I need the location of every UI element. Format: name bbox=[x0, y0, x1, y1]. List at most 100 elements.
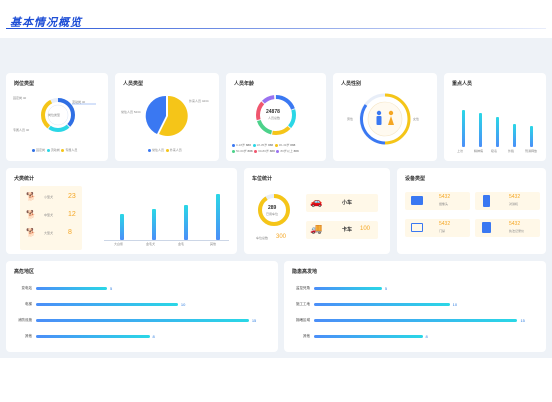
legend-dot bbox=[32, 148, 35, 152]
chart-tick-label: 金毛犬 bbox=[146, 242, 156, 246]
pie-label-1: 外来人员 4234 bbox=[189, 99, 209, 103]
staff-type-card: 人员类型 常住人员 5234 外来人员 4234 常住人员 外来人员 bbox=[115, 73, 219, 161]
staff-gender-card: 人员性别 男性 女性 bbox=[333, 73, 437, 161]
card-title: 隐患高发地 bbox=[292, 269, 318, 275]
chart-bar bbox=[314, 319, 518, 322]
chart-bar bbox=[314, 335, 423, 338]
dog-breed-chart: 大白熊 金毛犬 金毛 其他 bbox=[96, 182, 231, 252]
legend-dot bbox=[46, 148, 50, 152]
page-header: 基本情况概览 bbox=[6, 0, 546, 30]
high-risk-bar-chart: 变电站 5 电梯 10 消防设施 15 其他 8 bbox=[6, 261, 278, 352]
pie-label-0: 常住人员 5234 bbox=[121, 110, 141, 114]
chart-tick-label: 消防设施 bbox=[18, 318, 32, 322]
chart-data-label: 10 bbox=[180, 302, 186, 307]
chart-tick-label: 变电站 bbox=[21, 286, 33, 290]
parking-total-label: 车位总数 bbox=[256, 236, 269, 240]
chart-tick-label: 大白熊 bbox=[114, 242, 124, 246]
post-legend: 固定岗 流动岗 专属人员 bbox=[32, 148, 77, 152]
staff-age-ring bbox=[256, 95, 296, 135]
chart-bar bbox=[152, 208, 156, 240]
post-type-donut bbox=[41, 98, 96, 132]
gate-icon bbox=[411, 223, 423, 232]
chart-bar bbox=[314, 303, 450, 306]
chart-tick-label: 其他 bbox=[25, 334, 32, 338]
chart-data-label: 5 bbox=[109, 286, 113, 291]
dog-stats-card: 犬类统计 🐕 小型犬 23 🐕 中型犬 12 🐕 大型犬 8 大白熊 金毛犬 金毛 其… bbox=[6, 168, 237, 254]
post-label-2: 专属人员 40 bbox=[13, 128, 30, 132]
pie-legend: 常住人员 外来人员 bbox=[148, 148, 182, 152]
dog-icon: 🐕 bbox=[26, 210, 36, 219]
title-underline bbox=[6, 28, 546, 29]
post-label-0: 固定岗 40 bbox=[13, 96, 27, 100]
chart-bar bbox=[36, 303, 178, 306]
chart-tick-label: 吸毒 bbox=[491, 149, 498, 153]
staff-age-card: 人员年龄 24878 人员总数 0-18岁 888 18-35岁 888 36-… bbox=[226, 73, 326, 161]
dog-row-medium: 🐕 中型犬 12 bbox=[26, 210, 76, 219]
chart-bar bbox=[513, 124, 516, 147]
card-title: 人员年龄 bbox=[234, 81, 255, 87]
post-type-card: 岗位类型 岗位类型 固定岗 40 流动岗 40 专属人员 40 固定岗 流动岗 … bbox=[6, 73, 108, 161]
chart-tick-label: 上访 bbox=[457, 149, 464, 153]
high-risk-area-card: 高危地区 变电站 5 电梯 10 消防设施 15 其他 8 bbox=[6, 261, 278, 352]
dog-icon: 🐕 bbox=[26, 192, 36, 201]
chart-bar bbox=[36, 335, 150, 338]
chart-tick-label: 精神病 bbox=[474, 149, 484, 153]
chart-data-label: 5 bbox=[384, 286, 388, 291]
chart-bar bbox=[36, 287, 107, 290]
legend-dot bbox=[148, 148, 151, 152]
legend-dot bbox=[61, 148, 65, 152]
age-total-label: 人员总数 bbox=[268, 116, 281, 120]
chart-bar bbox=[496, 117, 499, 147]
chart-tick-label: 其他 bbox=[210, 242, 217, 246]
chart-tick-label: 刑满释放 bbox=[525, 149, 538, 153]
legend-dot bbox=[165, 148, 169, 152]
parking-used-value: 289 bbox=[268, 205, 277, 211]
recorder-icon bbox=[482, 222, 491, 233]
chart-axis bbox=[104, 240, 229, 241]
truck-icon: 🚚 bbox=[310, 224, 323, 235]
donut-center-label: 岗位类型 bbox=[48, 113, 61, 117]
male-icon bbox=[376, 110, 382, 116]
chart-bar bbox=[530, 126, 533, 147]
device-type-card: 设备类型 5432 摄像头 5432 对讲机 5432 门禁 5432 执法记录… bbox=[397, 168, 546, 254]
chart-data-label: 15 bbox=[520, 318, 525, 323]
chart-tick-label: 施工工地 bbox=[296, 302, 310, 306]
female-icon bbox=[388, 110, 394, 116]
card-title: 人员类型 bbox=[123, 81, 144, 87]
parking-card: 车位统计 289 已用车位 车位总数 300 🚗 小车 🚚 卡车 100 bbox=[244, 168, 390, 254]
chart-bar bbox=[462, 110, 465, 147]
age-legend: 0-18岁 888 18-35岁 888 36-49岁 888 50-60岁 8… bbox=[232, 142, 324, 154]
post-label-1: 流动岗 40 bbox=[72, 100, 86, 104]
chart-bar bbox=[120, 213, 124, 240]
chart-tick-label: 金毛 bbox=[178, 242, 185, 246]
chart-bar bbox=[184, 205, 188, 240]
dashboard-page: 基本情况概览 岗位类型 岗位类型 固定岗 40 流动岗 40 专属人员 40 固… bbox=[0, 17, 552, 358]
chart-data-label: 8 bbox=[425, 334, 428, 339]
card-title: 设备类型 bbox=[405, 176, 426, 182]
gender-ring bbox=[359, 93, 411, 145]
camera-icon bbox=[411, 196, 423, 205]
device-gate: 5432 门禁 bbox=[405, 219, 470, 237]
device-radio: 5432 对讲机 bbox=[475, 192, 540, 210]
hazard-bar-chart: 监控死角 5 施工工地 10 拥堵区域 15 其他 8 bbox=[284, 261, 546, 352]
chart-tick-label: 外籍 bbox=[508, 149, 515, 153]
chart-bar bbox=[216, 194, 220, 240]
chart-data-label: 15 bbox=[251, 318, 257, 323]
chart-data-label: 8 bbox=[152, 334, 155, 339]
chart-tick-label: 拥堵区域 bbox=[296, 318, 310, 322]
car-panel: 🚗 小车 bbox=[306, 194, 378, 212]
car-icon: 🚗 bbox=[310, 197, 323, 208]
card-title: 人员性别 bbox=[341, 81, 362, 87]
card-title: 犬类统计 bbox=[14, 176, 35, 182]
truck-panel: 🚚 卡车 100 bbox=[306, 221, 378, 239]
chart-bar bbox=[479, 112, 482, 147]
chart-bar bbox=[314, 287, 382, 290]
card-title: 高危地区 bbox=[14, 269, 35, 275]
hazard-area-card: 隐患高发地 监控死角 5 施工工地 10 拥堵区域 15 其他 8 bbox=[284, 261, 546, 352]
key-staff-chart: 上访 精神病 吸毒 外籍 刑满释放 bbox=[444, 73, 546, 161]
page-title: 基本情况概览 bbox=[10, 17, 82, 29]
parking-used-label: 已用车位 bbox=[266, 212, 279, 216]
key-staff-card: 重点人员 上访 精神病 吸毒 外籍 刑满释放 bbox=[444, 73, 546, 161]
chart-tick-label: 其他 bbox=[303, 334, 310, 338]
chart-tick-label: 电梯 bbox=[25, 302, 32, 306]
